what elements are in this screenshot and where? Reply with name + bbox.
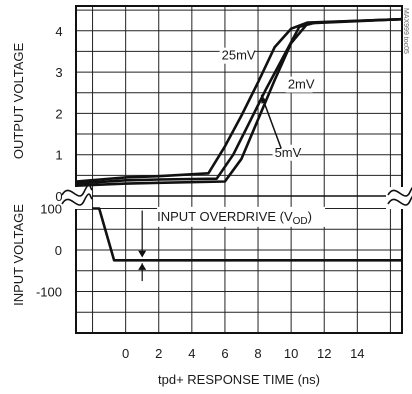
axis-break-right xyxy=(387,195,412,206)
label-arrow-5mV xyxy=(260,94,282,149)
annotations: 25mV 2mV 5mV INPUT OVERDRIVE (VOD) xyxy=(138,47,326,282)
y-tick-label-input: -100 xyxy=(36,284,62,299)
x-axis-title: tpd+ RESPONSE TIME (ns) xyxy=(158,372,320,387)
series-label-bg xyxy=(272,144,300,161)
overdrive-label: INPUT OVERDRIVE (VOD) xyxy=(157,209,312,227)
overdrive-arrow-bottom-head xyxy=(138,263,147,270)
axis-break-left xyxy=(61,184,93,197)
x-tick-label: 2 xyxy=(155,346,162,361)
axis-break-marks xyxy=(60,184,412,209)
series-label-bg xyxy=(219,47,255,64)
overdrive-arrow-top-head xyxy=(138,250,147,258)
x-tick-label: 0 xyxy=(122,346,129,361)
x-tick-label: 6 xyxy=(221,346,228,361)
series-line-25mV xyxy=(75,17,403,183)
y-axis-title-output: OUTPUT VOLTAGE xyxy=(11,43,26,160)
series-label-25mV: 25mV xyxy=(222,48,256,63)
x-tick-label: 4 xyxy=(188,346,195,361)
series-label-5mV: 5mV xyxy=(275,145,302,160)
x-tick-label: 8 xyxy=(254,346,261,361)
y-tick-label-output: 0 xyxy=(55,189,62,204)
y-tick-label-output: 1 xyxy=(55,148,62,163)
series-label-bg xyxy=(285,76,313,93)
y-tick-label-input: 100 xyxy=(40,201,62,216)
series-label-2mV: 2mV xyxy=(288,77,315,92)
x-tick-label: 14 xyxy=(350,346,364,361)
plot-frame xyxy=(75,5,403,334)
axis-titles: tpd+ RESPONSE TIME (ns) OUTPUT VOLTAGE INP… xyxy=(11,8,409,387)
axis-break-right xyxy=(387,186,412,197)
y-tick-label-output: 3 xyxy=(55,65,62,80)
label-arrow-5mV-head xyxy=(261,94,268,104)
x-tick-label: 12 xyxy=(317,346,331,361)
y-tick-label-input: 0 xyxy=(55,243,62,258)
overdrive-label-bg xyxy=(157,206,326,227)
series-line-2mV xyxy=(75,17,403,185)
axis-break-left xyxy=(61,193,93,206)
figure-id-watermark: MAX999 toc05 xyxy=(402,8,409,54)
axis-break-left-mask xyxy=(60,187,92,209)
grid-lines xyxy=(76,6,402,333)
axis-break-right-mask xyxy=(386,187,412,209)
series-line-5mV xyxy=(75,17,403,187)
x-tick-label: 10 xyxy=(284,346,298,361)
plot-frames xyxy=(75,5,403,334)
y-axis-title-input: INPUT VOLTAGE xyxy=(11,204,26,306)
y-tick-label-output: 4 xyxy=(55,24,62,39)
y-tick-label-output: 2 xyxy=(55,106,62,121)
